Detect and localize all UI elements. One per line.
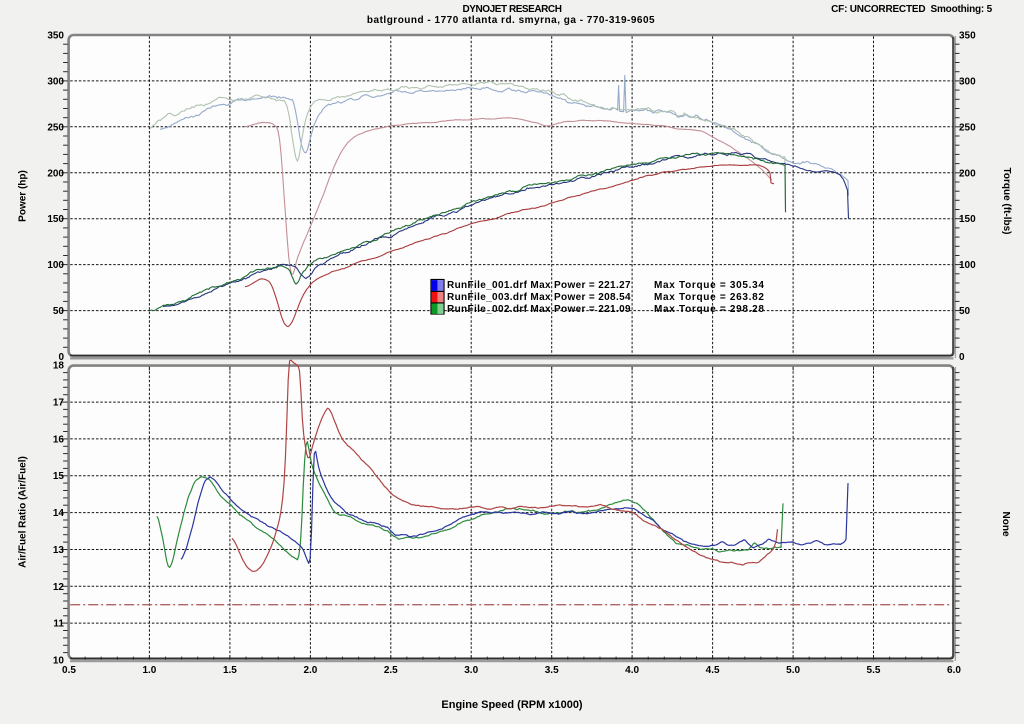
svg-text:RunFile_003.drf Max Power = 20: RunFile_003.drf Max Power = 208.54 <box>447 292 631 303</box>
svg-text:17: 17 <box>53 398 65 409</box>
svg-text:2.5: 2.5 <box>384 665 398 676</box>
svg-text:300: 300 <box>959 76 976 87</box>
svg-text:3.0: 3.0 <box>464 665 478 676</box>
svg-text:14: 14 <box>53 508 65 519</box>
svg-text:Max Torque = 305.34: Max Torque = 305.34 <box>654 280 765 291</box>
svg-text:1.5: 1.5 <box>223 665 237 676</box>
svg-text:250: 250 <box>959 122 976 133</box>
svg-text:16: 16 <box>53 434 65 445</box>
svg-text:18: 18 <box>53 361 65 372</box>
svg-text:50: 50 <box>53 306 65 317</box>
svg-text:150: 150 <box>47 214 64 225</box>
svg-text:None: None <box>1000 512 1011 537</box>
svg-text:RunFile_002.drf Max Power = 22: RunFile_002.drf Max Power = 221.09 <box>447 304 631 315</box>
svg-text:DYNOJET RESEARCH: DYNOJET RESEARCH <box>463 4 562 15</box>
svg-text:100: 100 <box>47 260 64 271</box>
svg-text:Max Torque = 263.82: Max Torque = 263.82 <box>654 292 765 303</box>
svg-text:350: 350 <box>47 31 64 42</box>
svg-text:batlground - 1770 atlanta rd.: batlground - 1770 atlanta rd. smyrna, ga… <box>367 15 655 26</box>
svg-text:250: 250 <box>47 122 64 133</box>
svg-text:4.0: 4.0 <box>625 665 639 676</box>
svg-text:11: 11 <box>53 619 64 630</box>
svg-text:6.0: 6.0 <box>947 665 961 676</box>
svg-text:50: 50 <box>959 306 971 317</box>
svg-text:12: 12 <box>53 582 65 593</box>
svg-text:100: 100 <box>959 260 976 271</box>
svg-text:1.0: 1.0 <box>142 665 156 676</box>
svg-text:CF: UNCORRECTED Smoothing: 5: CF: UNCORRECTED Smoothing: 5 <box>831 4 992 15</box>
svg-text:RunFile_001.drf Max Power = 22: RunFile_001.drf Max Power = 221.27 <box>447 280 631 291</box>
svg-text:3.5: 3.5 <box>545 665 559 676</box>
svg-text:0: 0 <box>58 352 64 363</box>
svg-text:0.5: 0.5 <box>62 665 76 676</box>
svg-text:Torque (ft-lbs): Torque (ft-lbs) <box>1001 167 1012 234</box>
svg-text:13: 13 <box>53 545 65 556</box>
svg-text:2.0: 2.0 <box>303 665 317 676</box>
svg-text:300: 300 <box>47 76 64 87</box>
svg-text:4.5: 4.5 <box>706 665 720 676</box>
svg-text:200: 200 <box>959 168 976 179</box>
svg-text:5.0: 5.0 <box>786 665 800 676</box>
svg-text:0: 0 <box>959 352 965 363</box>
svg-text:Air/Fuel Ratio (Air/Fuel): Air/Fuel Ratio (Air/Fuel) <box>18 456 29 568</box>
svg-text:Power (hp): Power (hp) <box>18 170 29 222</box>
svg-text:350: 350 <box>959 31 976 42</box>
svg-text:Engine Speed (RPM x1000): Engine Speed (RPM x1000) <box>441 699 583 711</box>
svg-text:10: 10 <box>53 656 65 667</box>
svg-text:5.5: 5.5 <box>867 665 881 676</box>
svg-text:Max Torque = 298.28: Max Torque = 298.28 <box>654 304 765 315</box>
svg-text:200: 200 <box>47 168 64 179</box>
svg-text:150: 150 <box>959 214 976 225</box>
svg-text:15: 15 <box>53 471 65 482</box>
